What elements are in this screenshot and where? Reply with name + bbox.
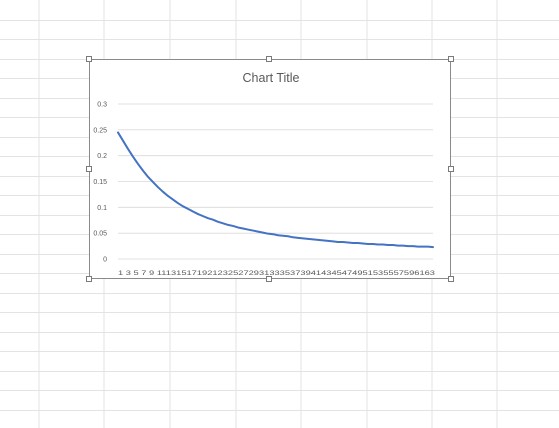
- line-chart: 0 0.05 0.1 0.15 0.2 0.25 0.3 Chart Title 1 3 5…: [93, 71, 436, 277]
- series-layer: [117, 131, 434, 249]
- resize-handle-right[interactable]: [448, 166, 454, 172]
- y-axis-ticks: 0 0.05 0.1 0.15 0.2 0.25 0.3: [93, 102, 107, 264]
- resize-handle-top-right[interactable]: [448, 56, 454, 62]
- y-tick-label: 0.3: [97, 102, 107, 109]
- y-tick-label: 0.1: [97, 205, 107, 212]
- series-line[interactable]: [117, 131, 434, 249]
- plot-gridlines: [118, 103, 433, 260]
- chart-title[interactable]: Chart Title: [243, 71, 300, 85]
- y-tick-label: 0.05: [93, 231, 107, 238]
- y-tick-label: 0.25: [93, 127, 107, 134]
- resize-handle-top[interactable]: [266, 56, 272, 62]
- resize-handle-bottom-right[interactable]: [448, 276, 454, 282]
- y-tick-label: 0: [103, 257, 107, 264]
- resize-handle-top-left[interactable]: [86, 56, 92, 62]
- resize-handle-left[interactable]: [86, 166, 92, 172]
- x-axis-tick-labels: 1 3 5 7 9 111315171921232527293133353739…: [118, 270, 436, 277]
- resize-handle-bottom-left[interactable]: [86, 276, 92, 282]
- chart-object[interactable]: 0 0.05 0.1 0.15 0.2 0.25 0.3 Chart Title 1 3 5…: [89, 59, 451, 279]
- y-tick-label: 0.15: [93, 179, 107, 186]
- resize-handle-bottom[interactable]: [266, 276, 272, 282]
- y-tick-label: 0.2: [97, 153, 107, 160]
